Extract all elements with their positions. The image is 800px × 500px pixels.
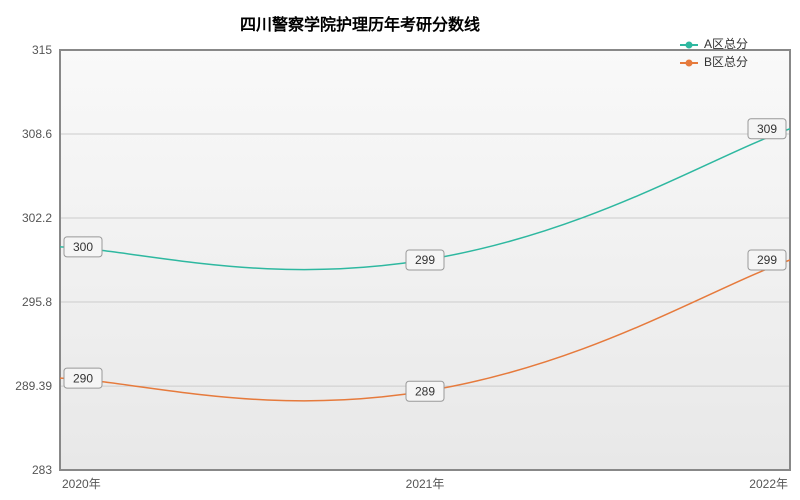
line-chart-svg: 2020年 2021年 2022年 283 289.39 295.8 302.2 308.6… (0, 0, 800, 500)
legend-marker (686, 60, 693, 67)
legend-marker (686, 42, 693, 49)
data-label: 299 (415, 253, 435, 267)
legend-label: A区总分 (704, 37, 748, 51)
chart-container: 2020年 2021年 2022年 283 289.39 295.8 302.2 308.6… (0, 0, 800, 500)
y-tick-label: 302.2 (22, 211, 52, 225)
y-tick-label: 289.39 (15, 379, 52, 393)
data-label: 309 (757, 122, 777, 136)
y-tick-label: 283 (32, 463, 52, 477)
x-tick-label: 2021年 (406, 477, 445, 491)
data-label: 289 (415, 384, 435, 398)
data-label: 299 (757, 253, 777, 267)
data-label: 300 (73, 240, 93, 254)
legend-label: B区总分 (704, 55, 748, 69)
chart-title: 四川警察学院护理历年考研分数线 (240, 15, 480, 34)
y-tick-label: 308.6 (22, 127, 52, 141)
x-tick-label: 2020年 (62, 477, 101, 491)
y-tick-label: 295.8 (22, 295, 52, 309)
x-tick-label: 2022年 (749, 477, 788, 491)
data-label: 290 (73, 371, 93, 385)
y-tick-label: 315 (32, 43, 52, 57)
